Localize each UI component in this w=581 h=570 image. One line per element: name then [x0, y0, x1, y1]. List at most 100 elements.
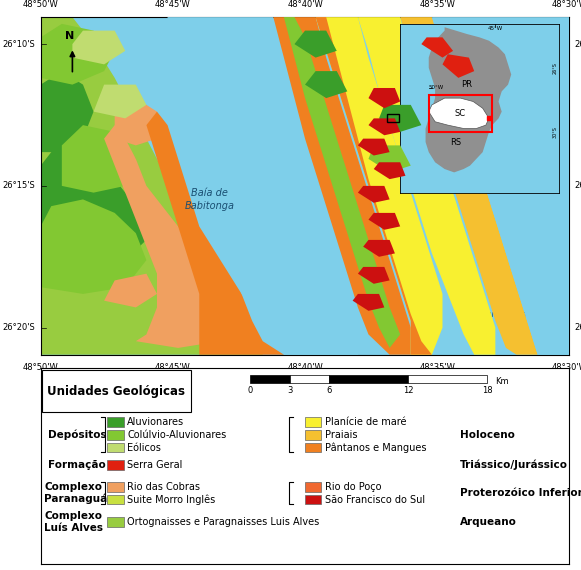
Text: 48°30'W: 48°30'W [551, 0, 581, 9]
Polygon shape [104, 125, 242, 348]
Polygon shape [62, 125, 136, 193]
Bar [305, 495, 321, 504]
Text: 48°50'W: 48°50'W [23, 0, 59, 9]
Bar [305, 417, 321, 427]
Text: Serra Geral: Serra Geral [127, 460, 182, 470]
Polygon shape [315, 17, 432, 355]
Text: Eólicos: Eólicos [127, 442, 161, 453]
Polygon shape [358, 267, 390, 284]
Bar [250, 375, 290, 382]
Text: Baía de
Babitonga: Baía de Babitonga [185, 188, 235, 210]
Text: Colúlvio-Aluvionares: Colúlvio-Aluvionares [127, 430, 227, 440]
Text: Formação: Formação [48, 460, 106, 470]
Text: Ortognaisses e Paragnaisses Luis Alves: Ortognaisses e Paragnaisses Luis Alves [127, 517, 320, 527]
Bar [107, 443, 124, 453]
Text: Rio das Cobras: Rio das Cobras [127, 482, 200, 492]
Polygon shape [41, 24, 114, 84]
Text: 48°40'W: 48°40'W [287, 0, 323, 9]
Polygon shape [368, 119, 400, 135]
Polygon shape [368, 213, 400, 230]
Bar [107, 517, 124, 527]
Text: Pântanos e Mangues: Pântanos e Mangues [325, 442, 426, 453]
Text: Aluvionares: Aluvionares [127, 417, 184, 427]
Text: 3: 3 [287, 386, 292, 394]
Bar [107, 495, 124, 504]
Bar [107, 417, 124, 427]
Text: 26°10'S: 26°10'S [3, 39, 35, 48]
Bar [387, 115, 399, 122]
Text: 26°15'S: 26°15'S [3, 181, 35, 190]
Polygon shape [41, 17, 263, 355]
Bar [107, 430, 124, 439]
Text: SF8: SF8 [400, 88, 424, 98]
Text: Holoceno: Holoceno [460, 430, 515, 440]
Polygon shape [379, 105, 421, 132]
Polygon shape [284, 17, 400, 348]
Polygon shape [374, 162, 406, 179]
Polygon shape [41, 71, 94, 152]
Text: Proterozóico Inferior: Proterozóico Inferior [460, 488, 581, 498]
Polygon shape [41, 200, 146, 294]
Polygon shape [368, 88, 400, 108]
Text: Rio do Poço: Rio do Poço [325, 482, 382, 492]
Polygon shape [315, 17, 443, 355]
Polygon shape [114, 98, 157, 145]
Text: 26°15'S: 26°15'S [575, 181, 581, 190]
Polygon shape [305, 71, 347, 98]
Polygon shape [353, 294, 385, 311]
Text: Oceano Atlântico: Oceano Atlântico [470, 310, 541, 319]
Text: Complexo
Luís Alves: Complexo Luís Alves [44, 511, 103, 533]
Polygon shape [167, 17, 368, 355]
Bar [42, 370, 191, 412]
Polygon shape [432, 17, 569, 355]
Polygon shape [443, 54, 474, 78]
Text: Triássico/Jurássico: Triássico/Jurássico [460, 460, 568, 470]
Text: Depósitos: Depósitos [48, 430, 106, 440]
Text: 48°35'W: 48°35'W [419, 363, 455, 372]
Bar [305, 443, 321, 453]
Polygon shape [295, 31, 337, 58]
Text: São Francisco do Sul: São Francisco do Sul [325, 495, 425, 504]
Polygon shape [273, 17, 411, 355]
Text: Km: Km [494, 377, 508, 386]
Polygon shape [41, 145, 146, 267]
Text: 48°45'W: 48°45'W [155, 363, 191, 372]
Text: 48°35'W: 48°35'W [419, 0, 455, 9]
Polygon shape [358, 186, 390, 203]
Text: N: N [65, 31, 74, 40]
Polygon shape [358, 139, 390, 156]
Text: Planície de maré: Planície de maré [325, 417, 407, 427]
Polygon shape [358, 17, 496, 355]
Bar [107, 482, 124, 492]
Text: 0: 0 [248, 386, 253, 394]
Text: Unidades Geológicas: Unidades Geológicas [47, 385, 185, 398]
Polygon shape [400, 17, 537, 355]
Text: 48°30'W: 48°30'W [551, 363, 581, 372]
Text: 6: 6 [327, 386, 332, 394]
Polygon shape [73, 31, 125, 64]
Bar [290, 375, 329, 382]
Bar [408, 375, 487, 382]
Text: 26°20'S: 26°20'S [575, 323, 581, 332]
Text: 26°10'S: 26°10'S [575, 39, 581, 48]
Text: Arqueano: Arqueano [460, 517, 517, 527]
Bar [305, 430, 321, 439]
Bar [305, 482, 321, 492]
Text: Suite Morro Inglês: Suite Morro Inglês [127, 494, 216, 505]
Bar [107, 461, 124, 470]
Polygon shape [94, 84, 146, 119]
Text: Complexo
Paranaguá: Complexo Paranaguá [44, 482, 107, 504]
Polygon shape [368, 145, 411, 172]
Polygon shape [146, 112, 284, 355]
Text: 48°50'W: 48°50'W [23, 363, 59, 372]
Text: Praiais: Praiais [325, 430, 357, 440]
Polygon shape [421, 38, 453, 58]
Text: 18: 18 [482, 386, 493, 394]
Text: 48°40'W: 48°40'W [287, 363, 323, 372]
Polygon shape [104, 274, 157, 307]
Text: 48°45'W: 48°45'W [155, 0, 191, 9]
Bar [329, 375, 408, 382]
Text: 12: 12 [403, 386, 414, 394]
Text: 26°20'S: 26°20'S [3, 323, 35, 332]
Polygon shape [363, 240, 395, 256]
